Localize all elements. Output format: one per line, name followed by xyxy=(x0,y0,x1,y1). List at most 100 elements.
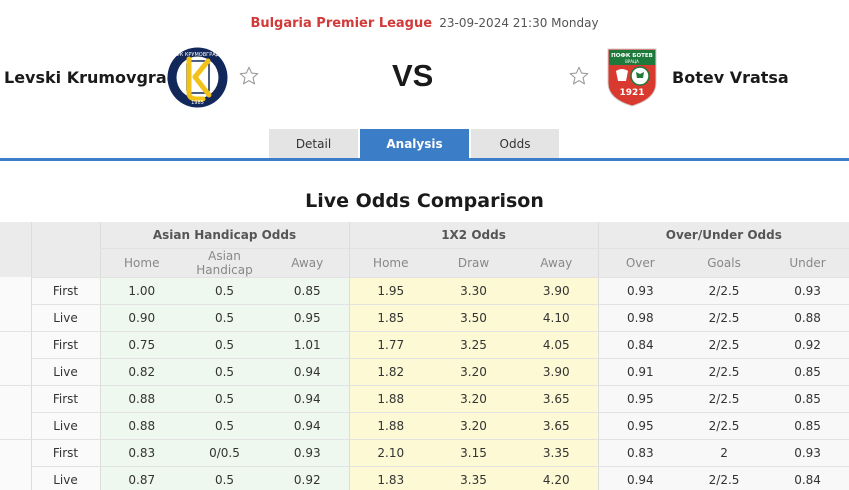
1x2-away-header: Away xyxy=(515,248,599,278)
ou-over: 0.93 xyxy=(597,277,683,305)
favorite-star-icon-home[interactable] xyxy=(238,65,260,87)
x12-home: 1.85 xyxy=(348,304,433,332)
table-row: Live 0.82 0.5 0.94 1.82 3.20 3.90 0.91 2… xyxy=(0,358,849,386)
ah-home: 0.88 xyxy=(99,385,183,413)
1x2-draw-header: Draw xyxy=(432,248,516,278)
ah-away: 0.95 xyxy=(266,304,350,332)
ah-away: 0.94 xyxy=(266,358,350,386)
x12-draw: 3.20 xyxy=(432,412,516,440)
company-header xyxy=(0,222,31,277)
ou-goals: 2/2.5 xyxy=(682,412,767,440)
ou-over: 0.95 xyxy=(597,385,683,413)
row-type: First xyxy=(30,439,100,467)
ou-under: 0.85 xyxy=(766,385,849,413)
row-type: First xyxy=(30,331,100,359)
ou-over: 0.98 xyxy=(597,304,683,332)
table-row: First 1.00 0.5 0.85 1.95 3.30 3.90 0.93 … xyxy=(0,277,849,332)
ah-handicap: 0.5 xyxy=(183,331,266,359)
ou-under: 0.85 xyxy=(766,358,849,386)
1x2-group-header: 1X2 Odds xyxy=(348,222,599,249)
x12-draw: 3.20 xyxy=(432,358,516,386)
ah-home: 0.83 xyxy=(99,439,183,467)
x12-away: 4.10 xyxy=(515,304,599,332)
x12-draw: 3.25 xyxy=(432,331,516,359)
home-team-name[interactable]: Levski Krumovgrad xyxy=(4,68,179,87)
ou-goals-header: Goals xyxy=(682,248,767,278)
over-under-group-header: Over/Under Odds xyxy=(597,222,849,249)
home-team-logo[interactable]: ФК КРУМОВГРАД 1985 xyxy=(167,47,228,108)
ah-home: 0.82 xyxy=(99,358,183,386)
ou-goals: 2/2.5 xyxy=(682,358,767,386)
svg-text:1921: 1921 xyxy=(619,88,644,98)
ah-away: 0.94 xyxy=(266,385,350,413)
ah-away-header: Away xyxy=(266,248,350,278)
x12-away: 4.20 xyxy=(515,466,599,490)
tab-underline-divider xyxy=(0,158,849,161)
vs-label: VS xyxy=(392,58,434,93)
x12-home: 1.95 xyxy=(348,277,433,305)
x12-away: 3.65 xyxy=(515,412,599,440)
ou-under: 0.88 xyxy=(766,304,849,332)
tab-detail[interactable]: Detail xyxy=(269,129,358,159)
ah-away: 0.93 xyxy=(266,439,350,467)
league-name[interactable]: Bulgaria Premier League xyxy=(250,16,433,31)
x12-away: 3.90 xyxy=(515,277,599,305)
tab-analysis[interactable]: Analysis xyxy=(360,129,469,159)
ou-under: 0.84 xyxy=(766,466,849,490)
away-team-logo[interactable]: ПОФК БОТЕВ ВРАЦА 1921 xyxy=(606,47,658,107)
x12-home: 2.10 xyxy=(348,439,433,467)
table-row: Live 0.87 0.5 0.92 1.83 3.35 4.20 0.94 2… xyxy=(0,466,849,490)
ah-home: 0.87 xyxy=(99,466,183,490)
ou-goals: 2 xyxy=(682,439,767,467)
ah-away: 0.94 xyxy=(266,412,350,440)
table-row: First 0.83 0/0.5 0.93 2.10 3.15 3.35 0.8… xyxy=(0,439,849,490)
company-cell xyxy=(0,439,31,490)
row-type: Live xyxy=(30,358,100,386)
1x2-home-header: Home xyxy=(348,248,433,278)
svg-text:ВРАЦА: ВРАЦА xyxy=(625,59,639,64)
ou-goals: 2/2.5 xyxy=(682,331,767,359)
ou-over: 0.95 xyxy=(597,412,683,440)
ou-over: 0.91 xyxy=(597,358,683,386)
row-type: First xyxy=(30,385,100,413)
svg-text:ПОФК БОТЕВ: ПОФК БОТЕВ xyxy=(611,53,653,59)
table-row: First 0.75 0.5 1.01 1.77 3.25 4.05 0.84 … xyxy=(0,331,849,386)
ah-handicap: 0.5 xyxy=(183,412,266,440)
ou-goals: 2/2.5 xyxy=(682,466,767,490)
company-cell xyxy=(0,385,31,440)
asian-handicap-group-header: Asian Handicap Odds xyxy=(99,222,350,249)
x12-away: 4.05 xyxy=(515,331,599,359)
table-row: Live 0.88 0.5 0.94 1.88 3.20 3.65 0.95 2… xyxy=(0,412,849,440)
table-row: First 0.88 0.5 0.94 1.88 3.20 3.65 0.95 … xyxy=(0,385,849,440)
ou-under: 0.85 xyxy=(766,412,849,440)
row-type: Live xyxy=(30,412,100,440)
svg-text:ФК КРУМОВГРАД: ФК КРУМОВГРАД xyxy=(175,52,219,58)
ah-handicap-header: Asian Handicap xyxy=(183,248,266,278)
ah-handicap: 0.5 xyxy=(183,466,266,490)
ah-home: 0.88 xyxy=(99,412,183,440)
x12-home: 1.88 xyxy=(348,385,433,413)
ou-goals: 2/2.5 xyxy=(682,304,767,332)
ah-handicap: 0/0.5 xyxy=(183,439,266,467)
ah-handicap: 0.5 xyxy=(183,358,266,386)
ah-away: 0.92 xyxy=(266,466,350,490)
ou-under-header: Under xyxy=(766,248,849,278)
match-info-line: Bulgaria Premier League 23-09-2024 21:30… xyxy=(0,16,849,31)
x12-home: 1.77 xyxy=(348,331,433,359)
ah-home: 0.90 xyxy=(99,304,183,332)
ou-over: 0.83 xyxy=(597,439,683,467)
table-row: Live 0.90 0.5 0.95 1.85 3.50 4.10 0.98 2… xyxy=(0,304,849,332)
away-team-name[interactable]: Botev Vratsa xyxy=(672,68,789,87)
row-type: Live xyxy=(30,304,100,332)
x12-home: 1.82 xyxy=(348,358,433,386)
tab-odds[interactable]: Odds xyxy=(471,129,559,159)
company-cell xyxy=(0,331,31,386)
ou-under: 0.92 xyxy=(766,331,849,359)
favorite-star-icon-away[interactable] xyxy=(568,65,590,87)
ah-home: 1.00 xyxy=(99,277,183,305)
x12-draw: 3.20 xyxy=(432,385,516,413)
x12-draw: 3.15 xyxy=(432,439,516,467)
x12-away: 3.65 xyxy=(515,385,599,413)
x12-home: 1.83 xyxy=(348,466,433,490)
x12-draw: 3.35 xyxy=(432,466,516,490)
